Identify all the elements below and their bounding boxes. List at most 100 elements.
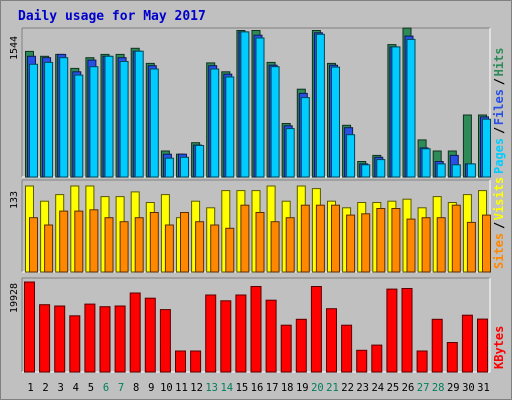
day-label-24: 24 bbox=[371, 382, 384, 394]
bar-pages-day-20 bbox=[315, 33, 325, 178]
bar-pages-day-11 bbox=[180, 156, 189, 178]
bar-sites-day-22 bbox=[346, 214, 356, 273]
day-label-12: 12 bbox=[190, 382, 203, 394]
legend-visits: Visits bbox=[492, 177, 506, 220]
chart-title: Daily usage for May 2017 bbox=[18, 9, 206, 24]
bar-kbytes-day-4 bbox=[69, 315, 81, 373]
day-label-6: 6 bbox=[103, 382, 109, 394]
day-label-27: 27 bbox=[417, 382, 430, 394]
bar-pages-day-13 bbox=[210, 68, 220, 178]
bar-kbytes-day-19 bbox=[295, 318, 307, 373]
bar-pages-day-15 bbox=[240, 31, 250, 178]
bar-sites-day-2 bbox=[44, 224, 54, 273]
bar-kbytes-day-27 bbox=[416, 350, 428, 373]
bar-kbytes-day-16 bbox=[250, 286, 262, 373]
bar-pages-day-18 bbox=[285, 128, 295, 178]
day-label-26: 26 bbox=[402, 382, 415, 394]
day-label-19: 19 bbox=[296, 382, 309, 394]
bar-kbytes-day-2 bbox=[39, 304, 51, 373]
bar-pages-day-28 bbox=[436, 163, 446, 178]
day-label-11: 11 bbox=[175, 382, 188, 394]
bar-kbytes-day-14 bbox=[220, 300, 232, 373]
bar-sites-day-27 bbox=[421, 217, 431, 273]
day-label-17: 17 bbox=[266, 382, 279, 394]
bar-kbytes-day-12 bbox=[190, 350, 202, 373]
bar-kbytes-day-5 bbox=[84, 303, 96, 373]
bar-kbytes-day-9 bbox=[144, 297, 156, 373]
bar-sites-day-24 bbox=[376, 208, 386, 273]
bar-kbytes-day-30 bbox=[461, 314, 473, 373]
bar-kbytes-day-11 bbox=[175, 350, 186, 373]
bar-pages-day-31 bbox=[482, 118, 491, 178]
bar-kbytes-day-24 bbox=[371, 344, 383, 373]
bar-pages-day-24 bbox=[376, 159, 386, 178]
bar-pages-day-3 bbox=[59, 57, 69, 178]
bar-pages-day-29 bbox=[451, 164, 461, 178]
day-label-1: 1 bbox=[27, 382, 33, 394]
bar-kbytes-day-7 bbox=[114, 305, 126, 373]
bar-sites-day-28 bbox=[436, 217, 446, 273]
bar-pages-day-12 bbox=[195, 145, 205, 178]
day-label-15: 15 bbox=[236, 382, 249, 394]
bar-pages-day-21 bbox=[331, 66, 340, 178]
bar-sites-day-6 bbox=[104, 217, 114, 273]
bar-pages-day-17 bbox=[270, 66, 280, 178]
bar-pages-day-10 bbox=[164, 157, 174, 178]
bar-pages-day-7 bbox=[119, 61, 129, 178]
bar-pages-day-4 bbox=[74, 74, 84, 178]
bar-sites-day-16 bbox=[255, 212, 265, 273]
panel-visitors-max-label: 133 bbox=[9, 191, 20, 209]
bar-kbytes-day-21 bbox=[326, 308, 337, 373]
bar-sites-day-10 bbox=[164, 224, 174, 273]
day-label-29: 29 bbox=[447, 382, 460, 394]
bar-kbytes-day-18 bbox=[280, 324, 292, 373]
legend-pages: Pages bbox=[492, 138, 506, 174]
day-label-31: 31 bbox=[477, 382, 490, 394]
bar-sites-day-3 bbox=[59, 210, 69, 273]
bar-sites-day-18 bbox=[285, 217, 295, 273]
bar-sites-day-23 bbox=[361, 213, 371, 273]
day-label-5: 5 bbox=[88, 382, 94, 394]
day-label-10: 10 bbox=[160, 382, 173, 394]
bar-pages-day-19 bbox=[300, 97, 310, 178]
bar-pages-day-16 bbox=[255, 37, 265, 178]
bar-sites-day-5 bbox=[89, 209, 99, 273]
legend-hits: Hits bbox=[492, 47, 506, 76]
bar-sites-day-8 bbox=[134, 217, 144, 273]
legend-separator: / bbox=[492, 222, 506, 229]
bar-pages-day-6 bbox=[104, 55, 114, 178]
bar-kbytes-day-29 bbox=[446, 342, 458, 373]
bar-pages-day-26 bbox=[406, 38, 416, 178]
bar-sites-day-4 bbox=[74, 210, 84, 273]
bar-kbytes-day-20 bbox=[310, 286, 322, 373]
bar-sites-day-15 bbox=[240, 204, 250, 273]
bar-pages-day-22 bbox=[346, 134, 356, 178]
bar-kbytes-day-13 bbox=[205, 294, 217, 373]
day-label-28: 28 bbox=[432, 382, 445, 394]
legend-separator: / bbox=[492, 127, 506, 134]
bar-pages-day-8 bbox=[134, 50, 144, 178]
bar-kbytes-day-22 bbox=[341, 324, 353, 373]
day-label-4: 4 bbox=[73, 382, 79, 394]
bar-sites-day-25 bbox=[391, 208, 401, 273]
bar-sites-day-9 bbox=[149, 212, 159, 273]
bar-sites-day-12 bbox=[195, 221, 205, 273]
bar-kbytes-day-10 bbox=[159, 309, 171, 373]
bar-kbytes-day-26 bbox=[401, 288, 413, 373]
bar-kbytes-day-6 bbox=[99, 306, 111, 373]
bar-kbytes-day-8 bbox=[129, 292, 141, 373]
legend-separator: / bbox=[492, 78, 506, 85]
bar-pages-day-30 bbox=[466, 163, 476, 178]
day-label-18: 18 bbox=[281, 382, 294, 394]
bar-sites-day-11 bbox=[180, 212, 189, 273]
bar-kbytes-day-31 bbox=[477, 318, 488, 373]
bar-pages-day-27 bbox=[421, 148, 431, 178]
bar-sites-day-1 bbox=[29, 217, 38, 273]
bar-sites-day-20 bbox=[315, 204, 325, 273]
bar-pages-day-1 bbox=[29, 63, 38, 178]
bar-pages-day-9 bbox=[149, 68, 159, 178]
day-label-16: 16 bbox=[251, 382, 264, 394]
bar-sites-day-29 bbox=[451, 204, 461, 273]
panel-traffic-max-label: 19928 bbox=[9, 283, 20, 313]
